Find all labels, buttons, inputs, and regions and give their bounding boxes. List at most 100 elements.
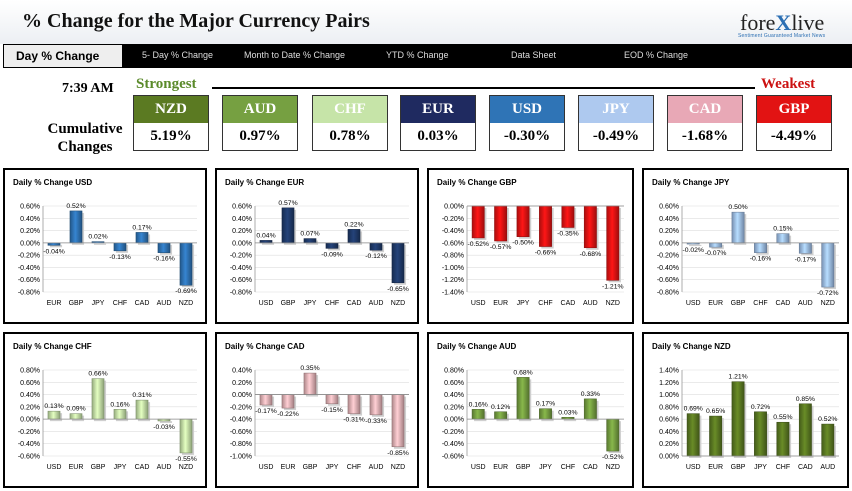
- x-tick-label: JPY: [114, 464, 127, 471]
- chart-nzd: 1.40% 1.20% 1.00% 0.80% 0.60% 0.40% 0.20% 0.00%…: [659, 368, 839, 471]
- y-tick-label: 0.40%: [20, 392, 40, 399]
- data-label: -0.57%: [490, 244, 512, 251]
- x-tick-label: AUD: [369, 464, 384, 471]
- data-label: -0.72%: [817, 290, 839, 297]
- bar-shadow: [261, 242, 275, 245]
- x-tick-label: CHF: [776, 464, 790, 471]
- bar-aud: [583, 205, 597, 249]
- x-tick-label: AUD: [157, 300, 172, 307]
- data-label: -0.12%: [365, 253, 387, 260]
- data-label: -0.35%: [557, 231, 579, 238]
- chart-cad: 0.40% 0.20% 0.00% -0.20% -0.40% -0.60% -0.80% -…: [230, 365, 409, 471]
- y-tick-label: 0.00%: [659, 240, 679, 247]
- chart-title: Daily % Change USD: [13, 178, 93, 187]
- chart-eur: 0.60% 0.40% 0.20% 0.00% -0.20% -0.40% -0.60% -0…: [230, 200, 409, 307]
- y-tick-label: -0.80%: [657, 290, 679, 297]
- bar-eur: [69, 413, 83, 420]
- y-tick-label: -0.80%: [18, 290, 40, 297]
- bar-cad: [798, 403, 812, 457]
- y-tick-label: -0.80%: [230, 441, 252, 448]
- x-tick-label: EUR: [281, 464, 296, 471]
- bar-aud: [157, 242, 171, 253]
- x-tick-label: GBP: [281, 300, 296, 307]
- x-tick-label: CAD: [776, 300, 791, 307]
- chart-panel-usd: Daily % Change USD 0.60% 0.40% 0.20% 0.00% -…: [3, 168, 207, 324]
- chart-title: Daily % Change NZD: [652, 342, 731, 351]
- x-tick-label: JPY: [326, 464, 339, 471]
- data-label: -0.85%: [387, 450, 409, 457]
- bar-chf: [113, 242, 127, 252]
- y-tick-label: -0.40%: [230, 417, 252, 424]
- currency-change-eur: 0.03%: [400, 123, 476, 151]
- y-tick-label: 1.20%: [659, 380, 679, 387]
- x-tick-label: AUD: [583, 300, 598, 307]
- x-tick-label: USD: [259, 300, 274, 307]
- data-label: 0.52%: [818, 416, 837, 423]
- chart-jpy: 0.60% 0.40% 0.20% 0.00% -0.20% -0.40% -0.60% -0…: [657, 204, 839, 307]
- y-tick-label: -0.40%: [442, 228, 464, 235]
- y-tick-label: -1.00%: [442, 265, 464, 272]
- y-tick-label: -1.40%: [442, 290, 464, 297]
- top-header: % Change for the Major Currency Pairs fo…: [0, 0, 852, 44]
- bar-shadow: [563, 419, 577, 422]
- x-tick-label: NZD: [391, 300, 405, 307]
- currency-change-aud: 0.97%: [222, 123, 298, 151]
- bar-usd: [471, 205, 485, 239]
- bar-nzd: [391, 394, 405, 448]
- data-label: -0.65%: [387, 286, 409, 293]
- x-tick-label: CAD: [347, 300, 362, 307]
- y-tick-label: -0.60%: [230, 277, 252, 284]
- data-label: 0.07%: [300, 231, 319, 238]
- y-tick-label: -0.80%: [442, 253, 464, 260]
- y-tick-label: -0.60%: [18, 454, 40, 461]
- data-label: 0.09%: [66, 406, 85, 413]
- tab-day-change[interactable]: Day % Change: [4, 45, 122, 67]
- currency-code-cad: CAD: [667, 95, 743, 124]
- data-label: -0.16%: [750, 256, 772, 263]
- x-tick-label: AUD: [798, 300, 813, 307]
- chart-title: Daily % Change GBP: [437, 178, 517, 187]
- bar-cad: [135, 399, 149, 420]
- tab-5-day-change[interactable]: 5- Day % Change: [142, 50, 214, 60]
- bar-usd: [259, 394, 273, 406]
- bar-cad: [583, 398, 597, 420]
- x-tick-label: CAD: [561, 300, 576, 307]
- bar-nzd: [821, 242, 835, 288]
- x-tick-label: GBP: [516, 464, 531, 471]
- tab-month-to-date[interactable]: Month to Date % Change: [244, 50, 346, 60]
- data-label: -0.52%: [467, 241, 489, 248]
- bar-chf: [754, 242, 767, 253]
- y-tick-label: 0.40%: [659, 429, 679, 436]
- forexlive-logo[interactable]: foreXlive: [740, 10, 824, 36]
- x-tick-label: CAD: [798, 464, 813, 471]
- chart-usd: 0.60% 0.40% 0.20% 0.00% -0.20% -0.40% -0.60% -0…: [18, 203, 197, 307]
- y-tick-label: 0.60%: [20, 204, 40, 211]
- y-tick-label: -0.60%: [230, 429, 252, 436]
- tab-data-sheet[interactable]: Data Sheet: [511, 50, 557, 60]
- currency-code-aud: AUD: [222, 95, 298, 124]
- data-label: -0.17%: [255, 408, 277, 415]
- bar-usd: [47, 410, 61, 420]
- data-label: -0.07%: [705, 250, 727, 257]
- y-tick-label: -0.60%: [442, 240, 464, 247]
- x-tick-label: GBP: [69, 300, 84, 307]
- page-title: % Change for the Major Currency Pairs: [22, 10, 370, 32]
- x-tick-label: USD: [686, 464, 701, 471]
- y-tick-label: -0.20%: [18, 253, 40, 260]
- x-tick-label: NZD: [606, 464, 620, 471]
- bar-aud: [369, 242, 383, 251]
- x-tick-label: NZD: [821, 300, 835, 307]
- bar-eur: [281, 394, 295, 409]
- tab-eod-change[interactable]: EOD % Change: [624, 50, 689, 60]
- bar-jpy: [325, 394, 339, 405]
- x-tick-label: EUR: [69, 464, 84, 471]
- data-label: 0.72%: [751, 404, 770, 411]
- x-tick-label: CAD: [135, 300, 150, 307]
- y-tick-label: -1.20%: [442, 277, 464, 284]
- tab-ytd-change[interactable]: YTD % Change: [386, 50, 449, 60]
- bar-usd: [686, 413, 700, 457]
- bar-shadow: [689, 244, 702, 247]
- y-tick-label: 0.60%: [232, 204, 252, 211]
- bar-gbp: [731, 211, 745, 244]
- data-label: 0.02%: [88, 234, 107, 241]
